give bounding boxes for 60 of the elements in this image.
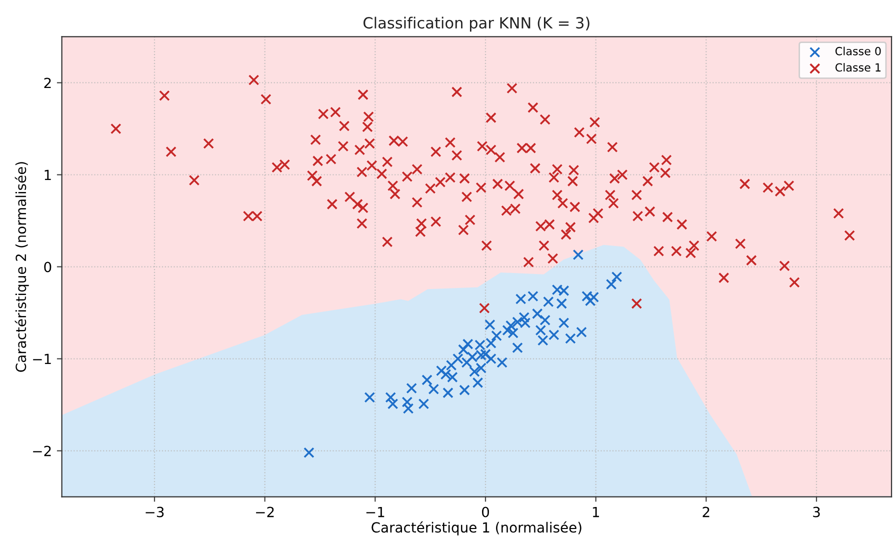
point xyxy=(532,308,543,320)
point xyxy=(458,344,469,355)
legend-label: Classe 0 xyxy=(835,46,881,56)
legend-label: Classe 1 xyxy=(835,63,880,72)
point xyxy=(606,278,617,290)
point xyxy=(572,249,584,260)
point xyxy=(537,334,548,346)
point xyxy=(406,382,417,394)
point xyxy=(402,403,414,414)
point xyxy=(442,387,454,398)
point xyxy=(548,329,560,340)
point xyxy=(540,314,550,326)
point xyxy=(528,290,538,302)
point xyxy=(542,296,554,308)
point xyxy=(364,392,376,403)
point xyxy=(387,398,398,410)
point xyxy=(558,317,570,328)
point xyxy=(611,271,622,282)
x-tick-label: −1 xyxy=(366,506,384,518)
point xyxy=(422,374,432,386)
point xyxy=(502,324,513,336)
y-axis-title: Caractéristique 2 (normalisée) xyxy=(14,162,29,372)
point xyxy=(472,377,484,388)
point xyxy=(436,365,447,376)
x-axis-title: Caractéristique 1 (normalisée) xyxy=(372,521,582,536)
point xyxy=(446,360,457,371)
x-tick-label: −2 xyxy=(256,506,274,518)
point xyxy=(556,298,568,309)
point xyxy=(576,326,587,338)
y-tick-label: 1 xyxy=(44,170,51,180)
point xyxy=(428,384,440,395)
point xyxy=(480,348,491,360)
point xyxy=(418,398,430,410)
x-tick-label: 0 xyxy=(482,506,489,518)
point xyxy=(508,328,518,338)
point xyxy=(469,366,480,378)
x-tick-label: −3 xyxy=(146,506,164,518)
x-tick-label: 3 xyxy=(813,506,820,518)
point xyxy=(484,319,496,330)
point xyxy=(385,392,396,403)
point xyxy=(565,333,576,344)
point xyxy=(496,357,508,368)
point xyxy=(491,330,502,342)
point xyxy=(518,312,530,323)
x-tick-label: 1 xyxy=(592,506,599,518)
point xyxy=(459,384,470,396)
point xyxy=(512,342,523,354)
point xyxy=(515,294,526,304)
y-tick-label: 2 xyxy=(44,78,51,88)
point xyxy=(476,362,486,374)
y-tick-label: 0 xyxy=(44,262,52,272)
y-tick-label: −1 xyxy=(33,354,51,364)
chart-title: Classification par KNN (K = 3) xyxy=(364,16,590,32)
point xyxy=(505,320,516,332)
x-tick-label: 2 xyxy=(702,506,710,518)
point xyxy=(402,396,413,408)
y-tick-label: −2 xyxy=(33,446,51,456)
point xyxy=(304,447,314,458)
point xyxy=(584,295,596,306)
point xyxy=(535,324,546,336)
